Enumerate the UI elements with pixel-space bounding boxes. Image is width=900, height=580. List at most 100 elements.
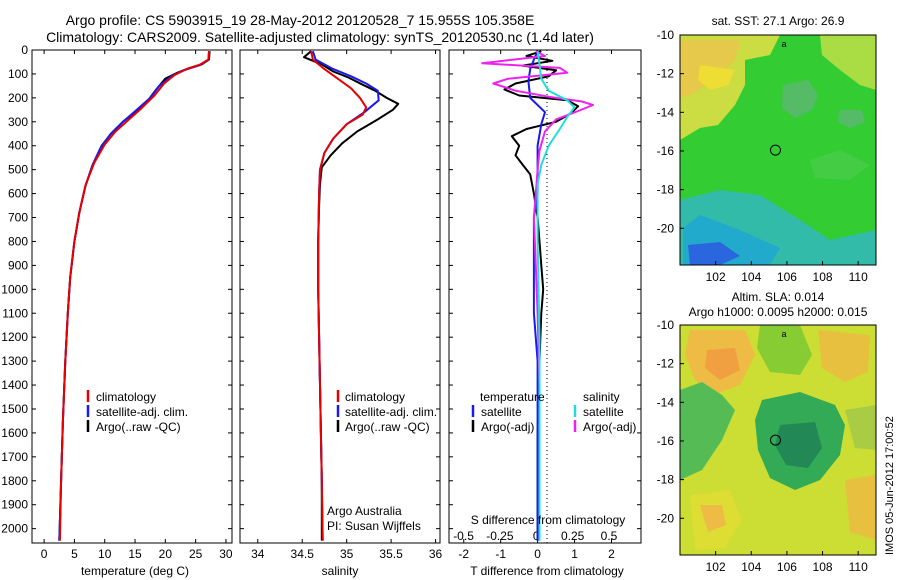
- figure-title-line1: Argo profile: CS 5903915_19 28-May-2012 …: [66, 12, 535, 28]
- map-x-tick-label: 104: [741, 560, 761, 574]
- x-tick-label: 0: [41, 547, 48, 561]
- legend-title-salinity: salinity: [583, 390, 620, 404]
- x-tick-label: 20: [159, 547, 173, 561]
- map-x-tick-label: 106: [777, 560, 797, 574]
- map-y-tick-label: -10: [657, 318, 675, 332]
- x-tick-label: -2: [458, 547, 469, 561]
- y-tick-label: 700: [8, 211, 28, 225]
- map-x-tick-label: 108: [813, 560, 833, 574]
- map-x-tick-label: 104: [741, 270, 761, 284]
- x-tick-label: 35: [340, 547, 354, 561]
- y-tick-label: 1500: [1, 402, 28, 416]
- x-tick-label: 36: [429, 547, 443, 561]
- annotation-pi: PI: Susan Wijffels: [327, 519, 421, 533]
- sla-float-position-marker: [769, 434, 781, 446]
- y-tick-label: 1800: [1, 474, 28, 488]
- x-tick-label: 30: [219, 547, 233, 561]
- annotation-argo-australia: Argo Australia: [327, 504, 402, 518]
- map-y-tick-label: -16: [657, 144, 675, 158]
- x-tick-label: 34.5: [291, 547, 315, 561]
- figure-title-line2: Climatology: CARS2009. Satellite-adjuste…: [46, 29, 594, 45]
- legend-label-argo: Argo(..raw -QC): [345, 420, 430, 434]
- y-tick-label: 1000: [1, 282, 28, 296]
- map-x-tick-label: 110: [849, 560, 868, 574]
- x-tick-label: 34: [251, 547, 265, 561]
- s-x-tick-label: 0: [533, 529, 540, 543]
- map-y-tick-label: -18: [657, 473, 675, 487]
- y-tick-label: 1200: [1, 330, 28, 344]
- difference-legend: temperature satellite Argo(-adj) salinit…: [471, 390, 636, 434]
- t-difference-xlabel: T difference from climatology: [470, 564, 624, 578]
- x-tick-label: 2: [608, 547, 615, 561]
- y-tick-label: 400: [8, 139, 28, 153]
- x-tick-label: 1: [571, 547, 578, 561]
- legend-label-argo: Argo(..raw -QC): [96, 420, 181, 434]
- salinity-legend: climatology satellite-adj. clim. Argo(..…: [336, 390, 437, 434]
- x-tick-label: 25: [189, 547, 203, 561]
- s-difference-xlabel: S difference from climatology: [471, 513, 626, 527]
- y-tick-label: 800: [8, 234, 28, 248]
- salinity-xlabel: salinity: [322, 564, 359, 578]
- map-x-tick-label: 102: [706, 270, 726, 284]
- map-x-tick-label: 102: [706, 560, 726, 574]
- sla-map-frame: [679, 324, 877, 556]
- sla-map-float-marker: a: [781, 329, 786, 339]
- series-line-salinity-argo-adj: [481, 50, 594, 541]
- sla-map-title-line1: Altim. SLA: 0.014: [732, 290, 825, 304]
- map-y-tick-label: -16: [657, 434, 675, 448]
- y-tick-label: 500: [8, 163, 28, 177]
- temperature-xlabel: temperature (deg C): [81, 564, 189, 578]
- x-tick-label: 10: [98, 547, 112, 561]
- legend-title-temperature: temperature: [480, 390, 545, 404]
- x-tick-label: 0: [534, 547, 541, 561]
- map-x-tick-label: 106: [777, 270, 797, 284]
- s-x-tick-label: -0.25: [486, 529, 514, 543]
- y-tick-label: 200: [8, 91, 28, 105]
- legend-label-climatology: climatology: [345, 390, 405, 404]
- y-tick-label: 1100: [2, 306, 28, 320]
- sst-map-float-marker: a: [781, 39, 786, 49]
- x-tick-label: -1: [495, 547, 506, 561]
- map-x-tick-label: 110: [849, 270, 868, 284]
- sst-map-title: sat. SST: 27.1 Argo: 26.9: [712, 14, 845, 28]
- y-tick-label: 1300: [1, 354, 28, 368]
- y-tick-label: 0: [21, 43, 28, 57]
- series-line-temperature-satellite: [527, 50, 546, 541]
- map-y-tick-label: -14: [657, 395, 675, 409]
- legend-label-t-satellite: satellite: [481, 405, 522, 419]
- y-tick-label: 300: [8, 115, 28, 129]
- sst-float-position-marker: [769, 144, 781, 156]
- series-line-climatology: [58, 51, 210, 541]
- x-tick-label: 15: [128, 547, 142, 561]
- y-tick-label: 1900: [1, 498, 28, 512]
- map-y-tick-label: -14: [657, 105, 675, 119]
- legend-label-satellite: satellite-adj. clim.: [345, 405, 437, 419]
- y-tick-label: 100: [8, 67, 28, 81]
- difference-axes-frame: [448, 49, 642, 544]
- y-tick-label: 600: [8, 187, 28, 201]
- x-tick-label: 35.5: [379, 547, 403, 561]
- series-line-climatology: [310, 50, 368, 541]
- imos-timestamp: IMOS 05-Jun-2012 17:00:52: [884, 416, 896, 555]
- sla-map-field: [680, 325, 876, 555]
- y-tick-label: 900: [8, 258, 28, 272]
- map-y-tick-label: -10: [657, 28, 675, 42]
- map-x-tick-label: 108: [813, 270, 833, 284]
- sst-map-field: [680, 35, 876, 265]
- legend-label-climatology: climatology: [96, 390, 156, 404]
- y-tick-label: 2000: [1, 522, 28, 536]
- map-y-tick-label: -12: [657, 357, 675, 371]
- legend-label-s-satellite: satellite: [583, 405, 624, 419]
- y-tick-label: 1600: [1, 426, 28, 440]
- temperature-axes-frame: [31, 49, 233, 544]
- y-tick-label: 1400: [1, 378, 28, 392]
- s-x-tick-label: -0.5: [453, 529, 474, 543]
- x-tick-label: 5: [71, 547, 78, 561]
- series-line-satellite-adj-clim: [58, 51, 210, 541]
- salinity-axes-frame: [239, 49, 441, 544]
- sst-map-frame: [679, 34, 877, 266]
- map-y-tick-label: -20: [657, 511, 675, 525]
- map-y-tick-label: -12: [657, 67, 675, 81]
- legend-label-s-argo: Argo(-adj): [583, 420, 636, 434]
